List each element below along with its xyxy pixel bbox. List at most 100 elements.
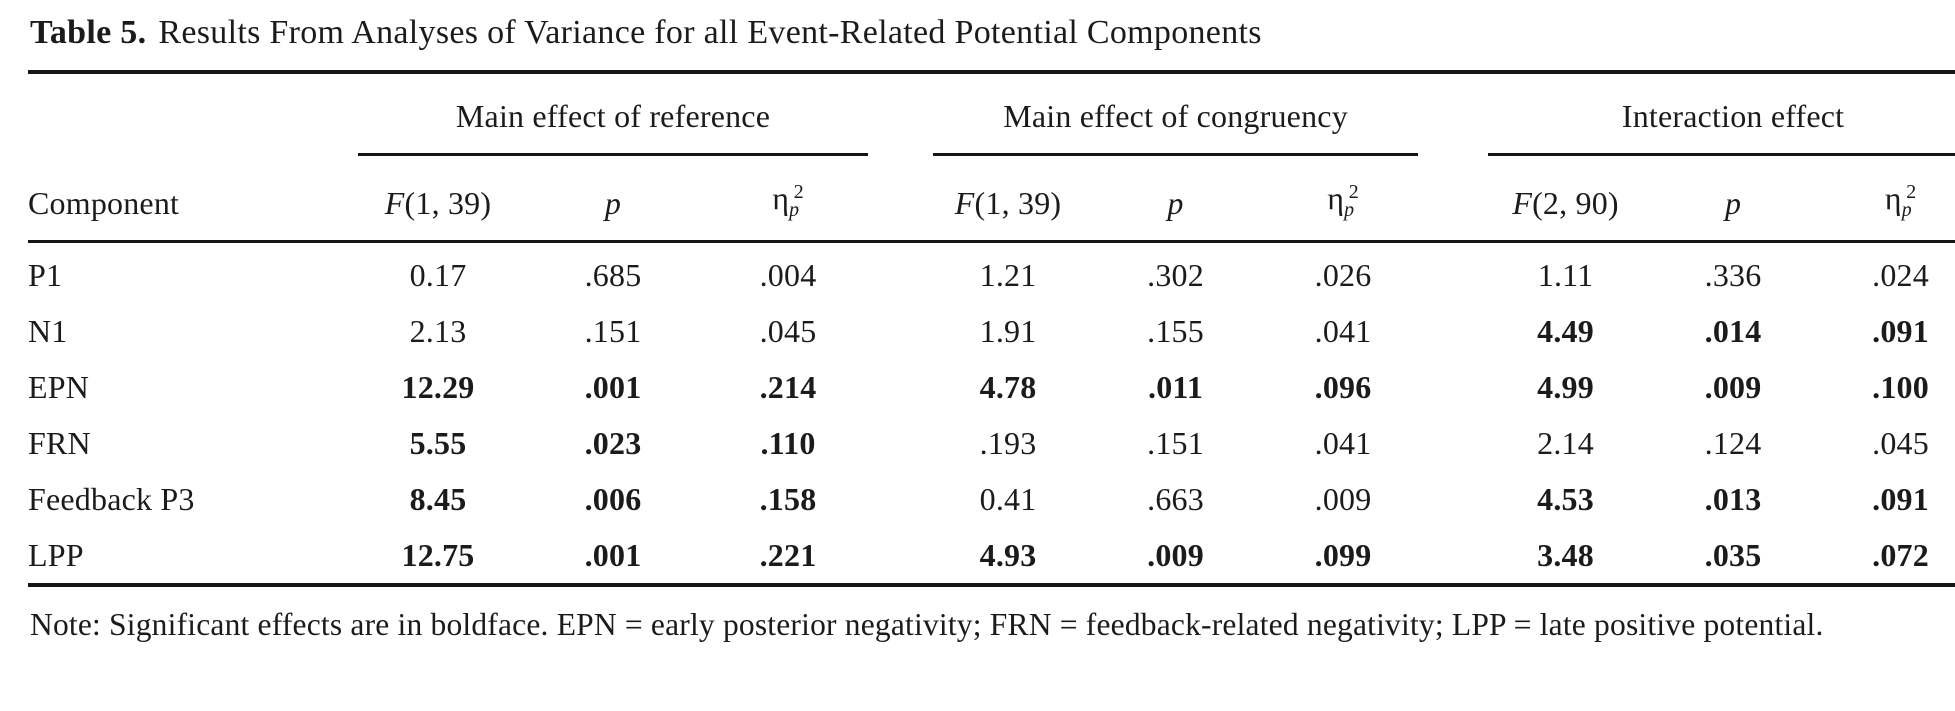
value-cell: 4.53	[1537, 480, 1594, 517]
p-column-header-congruency: p	[1083, 154, 1269, 243]
group-gap	[868, 72, 933, 155]
group-header-reference: Main effect of reference	[358, 72, 869, 156]
p-column-header-reference: p	[518, 154, 708, 243]
value-cell: .041	[1314, 312, 1372, 349]
value-cell: .006	[584, 480, 642, 517]
group-header-interaction-label: Interaction effect	[1621, 98, 1845, 134]
value-cell: 1.91	[979, 312, 1037, 349]
row-gap	[1418, 471, 1488, 527]
value-cell: .023	[584, 424, 642, 461]
group-header-interaction: Interaction effect	[1488, 72, 1955, 156]
value-cell: .045	[1872, 424, 1929, 461]
row-gap	[1418, 241, 1488, 303]
value-cell: .024	[1872, 256, 1929, 293]
value-cell: .009	[1083, 526, 1269, 587]
value-cell: 1.21	[979, 256, 1037, 293]
group-header-congruency: Main effect of congruency	[933, 72, 1419, 156]
component-cell: LPP	[28, 526, 358, 587]
value-cell: .110	[760, 424, 816, 461]
paper-table-figure: Table 5. Results From Analyses of Varianc…	[28, 14, 1955, 642]
component-cell: EPN	[28, 368, 90, 405]
table-row-feedback-p3: Feedback P3 8.45 .006 .158 0.41 .663 .00…	[28, 471, 1955, 527]
value-cell: .663	[1147, 480, 1204, 517]
table-row-frn: FRN 5.55 .023 .110 .193 .151 .041 2.14 .…	[28, 415, 1955, 471]
value-cell: .091	[1872, 480, 1929, 517]
component-cell: FRN	[28, 424, 91, 461]
column-gap	[868, 154, 934, 243]
row-gap	[1418, 526, 1489, 587]
anova-results-table: Main effect of reference Main effect of …	[28, 70, 1955, 587]
value-cell: 4.93	[933, 526, 1084, 587]
row-gap	[868, 359, 933, 415]
value-cell: .214	[759, 368, 817, 405]
value-cell: .009	[1314, 480, 1372, 517]
value-cell: .035	[1643, 526, 1824, 587]
group-header-congruency-label: Main effect of congruency	[1003, 98, 1348, 134]
component-cell: N1	[28, 312, 68, 349]
value-cell: .302	[1147, 256, 1204, 293]
value-cell: .221	[708, 526, 869, 587]
table-title: Table 5. Results From Analyses of Varianc…	[30, 14, 1937, 52]
value-cell: .014	[1704, 312, 1762, 349]
column-header-row: Component F(1, 39) p ηp2 F(1, 39) p ηp2 …	[28, 154, 1955, 243]
value-cell: .004	[759, 256, 817, 293]
row-gap	[868, 241, 933, 303]
value-cell: 4.78	[979, 368, 1037, 405]
row-gap	[1418, 303, 1488, 359]
row-gap	[868, 526, 934, 587]
value-cell: .009	[1704, 368, 1762, 405]
value-cell: 12.75	[358, 526, 518, 587]
value-cell: 4.49	[1537, 312, 1594, 349]
table-note: Note: Significant effects are in boldfac…	[30, 606, 1824, 642]
value-cell: 4.99	[1537, 368, 1594, 405]
value-cell: .013	[1704, 480, 1762, 517]
value-cell: .151	[1147, 424, 1204, 461]
value-cell: .041	[1314, 424, 1372, 461]
table-row-p1: P1 0.17 .685 .004 1.21 .302 .026 1.11 .3…	[28, 241, 1955, 303]
component-cell: Feedback P3	[28, 480, 195, 517]
table-row-lpp: LPP 12.75 .001 .221 4.93 .009 .099 3.48 …	[28, 526, 1955, 587]
value-cell: .193	[979, 424, 1037, 461]
group-header-reference-label: Main effect of reference	[455, 98, 771, 134]
value-cell: .045	[759, 312, 817, 349]
value-cell: 0.17	[409, 256, 467, 293]
eta-column-header-reference: ηp2	[708, 154, 869, 243]
value-cell: 12.29	[401, 368, 475, 405]
value-cell: .151	[584, 312, 642, 349]
value-cell: .072	[1823, 526, 1955, 587]
row-gap	[868, 303, 933, 359]
group-gap	[1418, 72, 1488, 155]
value-cell: .124	[1704, 424, 1762, 461]
table-caption: Results From Analyses of Variance for al…	[158, 14, 1262, 51]
row-gap	[868, 471, 933, 527]
f-column-header-congruency: F(1, 39)	[933, 154, 1084, 243]
value-cell: 0.41	[979, 480, 1037, 517]
column-gap	[1418, 154, 1489, 243]
component-cell: P1	[28, 256, 63, 293]
group-header-row: Main effect of reference Main effect of …	[28, 72, 1955, 156]
table-number: Table 5.	[30, 14, 147, 51]
value-cell: .158	[759, 480, 817, 517]
value-cell: .685	[584, 256, 642, 293]
value-cell: .336	[1704, 256, 1762, 293]
row-gap	[868, 415, 933, 471]
table-row-n1: N1 2.13 .151 .045 1.91 .155 .041 4.49 .0…	[28, 303, 1955, 359]
value-cell: .155	[1147, 312, 1204, 349]
value-cell: .091	[1872, 312, 1929, 349]
f-column-header-reference: F(1, 39)	[358, 154, 518, 243]
value-cell: .001	[518, 526, 708, 587]
value-cell: 8.45	[409, 480, 467, 517]
value-cell: 3.48	[1488, 526, 1644, 587]
row-gap	[1418, 359, 1488, 415]
value-cell: 2.13	[409, 312, 467, 349]
component-column-header: Component	[28, 154, 358, 243]
value-cell: 1.11	[1537, 256, 1594, 293]
value-cell: .099	[1268, 526, 1419, 587]
eta-column-header-congruency: ηp2	[1268, 154, 1419, 243]
row-gap	[1418, 415, 1488, 471]
value-cell: .026	[1314, 256, 1372, 293]
p-column-header-interaction: p	[1643, 154, 1824, 243]
table-row-epn: EPN 12.29 .001 .214 4.78 .011 .096 4.99 …	[28, 359, 1955, 415]
value-cell: .100	[1872, 368, 1929, 405]
value-cell: .096	[1314, 368, 1372, 405]
